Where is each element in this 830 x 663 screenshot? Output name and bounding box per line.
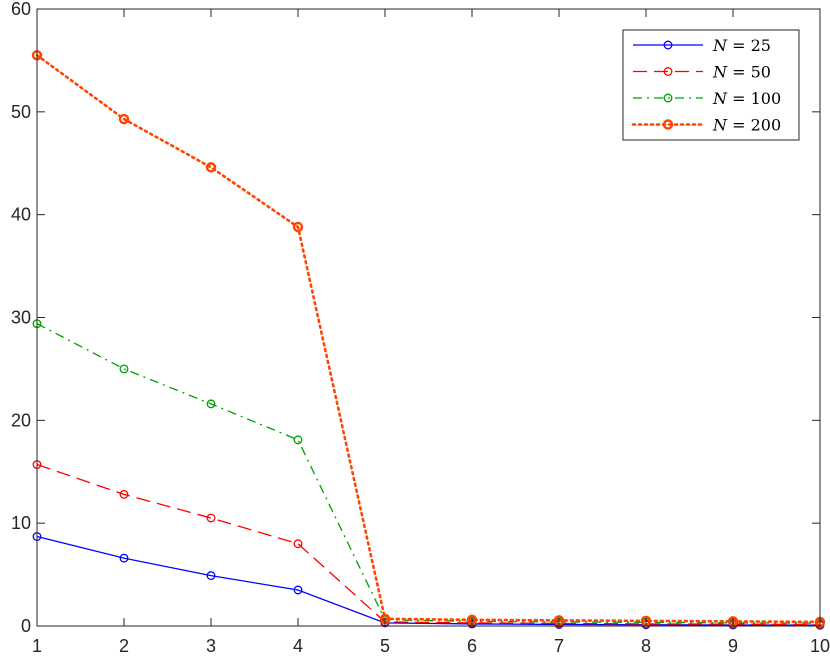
y-tick-label: 0 bbox=[21, 616, 31, 636]
legend-value: = 25 bbox=[727, 36, 771, 55]
legend-var: N bbox=[712, 89, 728, 108]
y-tick-label: 60 bbox=[11, 0, 31, 19]
data-point bbox=[206, 399, 216, 409]
legend-value: = 100 bbox=[727, 89, 781, 108]
x-tick-label: 10 bbox=[810, 636, 830, 656]
legend-value: = 200 bbox=[727, 116, 781, 135]
legend-marker bbox=[663, 40, 673, 50]
data-point bbox=[205, 162, 217, 173]
data-point bbox=[293, 435, 303, 445]
x-tick-label: 6 bbox=[467, 636, 477, 656]
legend-value: = 50 bbox=[727, 63, 771, 82]
legend-label: N = 25 bbox=[712, 36, 771, 55]
x-tick-label: 5 bbox=[380, 636, 390, 656]
data-point bbox=[293, 585, 303, 595]
data-point bbox=[119, 489, 129, 499]
legend-marker bbox=[662, 119, 674, 130]
legend-entry: N = 200 bbox=[631, 116, 781, 135]
legend-label: N = 200 bbox=[712, 116, 781, 135]
data-point bbox=[293, 539, 303, 549]
data-point bbox=[119, 553, 129, 563]
x-tick-label: 8 bbox=[641, 636, 651, 656]
x-tick-label: 9 bbox=[728, 636, 738, 656]
data-point bbox=[206, 513, 216, 523]
legend-entry: N = 50 bbox=[633, 63, 771, 82]
series-layer bbox=[31, 50, 826, 630]
y-tick-label: 30 bbox=[11, 308, 31, 328]
data-point bbox=[206, 571, 216, 581]
data-point bbox=[118, 113, 130, 125]
legend-var: N bbox=[712, 36, 728, 55]
x-tick-label: 1 bbox=[32, 636, 42, 656]
y-tick-label: 40 bbox=[11, 205, 31, 225]
legend-marker bbox=[663, 93, 673, 103]
y-tick-label: 20 bbox=[11, 410, 31, 430]
legend-entry: N = 25 bbox=[633, 36, 771, 55]
legend-box bbox=[622, 29, 800, 141]
data-point bbox=[292, 221, 304, 233]
y-tick-label: 10 bbox=[11, 513, 31, 533]
legend-var: N bbox=[712, 116, 728, 135]
x-tick-label: 7 bbox=[554, 636, 564, 656]
x-tick-label: 2 bbox=[119, 636, 129, 656]
legend-label: N = 50 bbox=[712, 63, 771, 82]
legend-label: N = 100 bbox=[712, 89, 781, 108]
data-point bbox=[119, 364, 129, 374]
legend-entry: N = 100 bbox=[633, 89, 781, 108]
x-tick-label: 3 bbox=[206, 636, 216, 656]
y-tick-label: 50 bbox=[11, 102, 31, 122]
x-tick-label: 4 bbox=[293, 636, 303, 656]
axes: 1 2 3 4 5 6 7 8 9 10 0 10 20 30 40 50 60 bbox=[11, 0, 830, 656]
legend-marker bbox=[663, 67, 673, 76]
series-line bbox=[36, 535, 821, 626]
series-line bbox=[35, 53, 822, 624]
series-line bbox=[36, 463, 821, 626]
legend-var: N bbox=[712, 63, 728, 82]
